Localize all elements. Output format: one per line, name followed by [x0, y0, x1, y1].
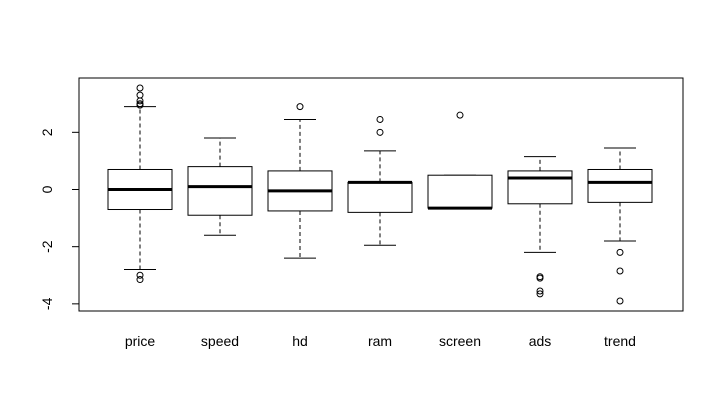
outlier-point: [376, 115, 384, 123]
outlier-point: [296, 103, 304, 111]
y-tick-label: -2: [39, 240, 55, 253]
y-tick-label: 0: [39, 185, 55, 193]
outlier-point: [616, 297, 624, 305]
outlier-point: [136, 101, 144, 109]
outlier-point: [136, 271, 144, 279]
outlier-point: [616, 267, 624, 275]
iqr-box: [347, 181, 413, 213]
outlier-point: [616, 248, 624, 256]
outlier-point: [536, 290, 544, 298]
y-tick-label: -4: [39, 297, 55, 310]
y-axis: -4 -2 0 2: [39, 128, 80, 310]
x-tick-label-price: price: [125, 333, 156, 349]
iqr-box: [507, 170, 573, 205]
outlier-point: [456, 111, 464, 119]
x-axis-labels: price speed hd ram screen ads trend: [125, 333, 636, 349]
boxes-group: [107, 84, 653, 305]
box-speed: [187, 137, 253, 236]
outlier-point: [536, 274, 544, 282]
x-tick-label-ram: ram: [368, 333, 392, 349]
outlier-point: [136, 276, 144, 284]
box-screen: [427, 111, 493, 210]
outlier-point: [136, 84, 144, 92]
box-hd: [267, 103, 333, 259]
box-ads: [507, 156, 573, 298]
box-ram: [347, 115, 413, 246]
iqr-box: [187, 166, 253, 216]
box-price: [107, 84, 173, 284]
x-tick-label-hd: hd: [292, 333, 308, 349]
iqr-box: [587, 168, 653, 203]
outlier-point: [136, 91, 144, 99]
x-tick-label-speed: speed: [201, 333, 239, 349]
outlier-point: [536, 287, 544, 295]
outlier-point: [136, 97, 144, 105]
x-tick-label-trend: trend: [604, 333, 636, 349]
x-tick-label-screen: screen: [439, 333, 481, 349]
y-tick-label: 2: [39, 128, 55, 136]
x-tick-label-ads: ads: [529, 333, 552, 349]
outlier-point: [376, 128, 384, 136]
box-trend: [587, 147, 653, 305]
iqr-box: [427, 174, 493, 209]
